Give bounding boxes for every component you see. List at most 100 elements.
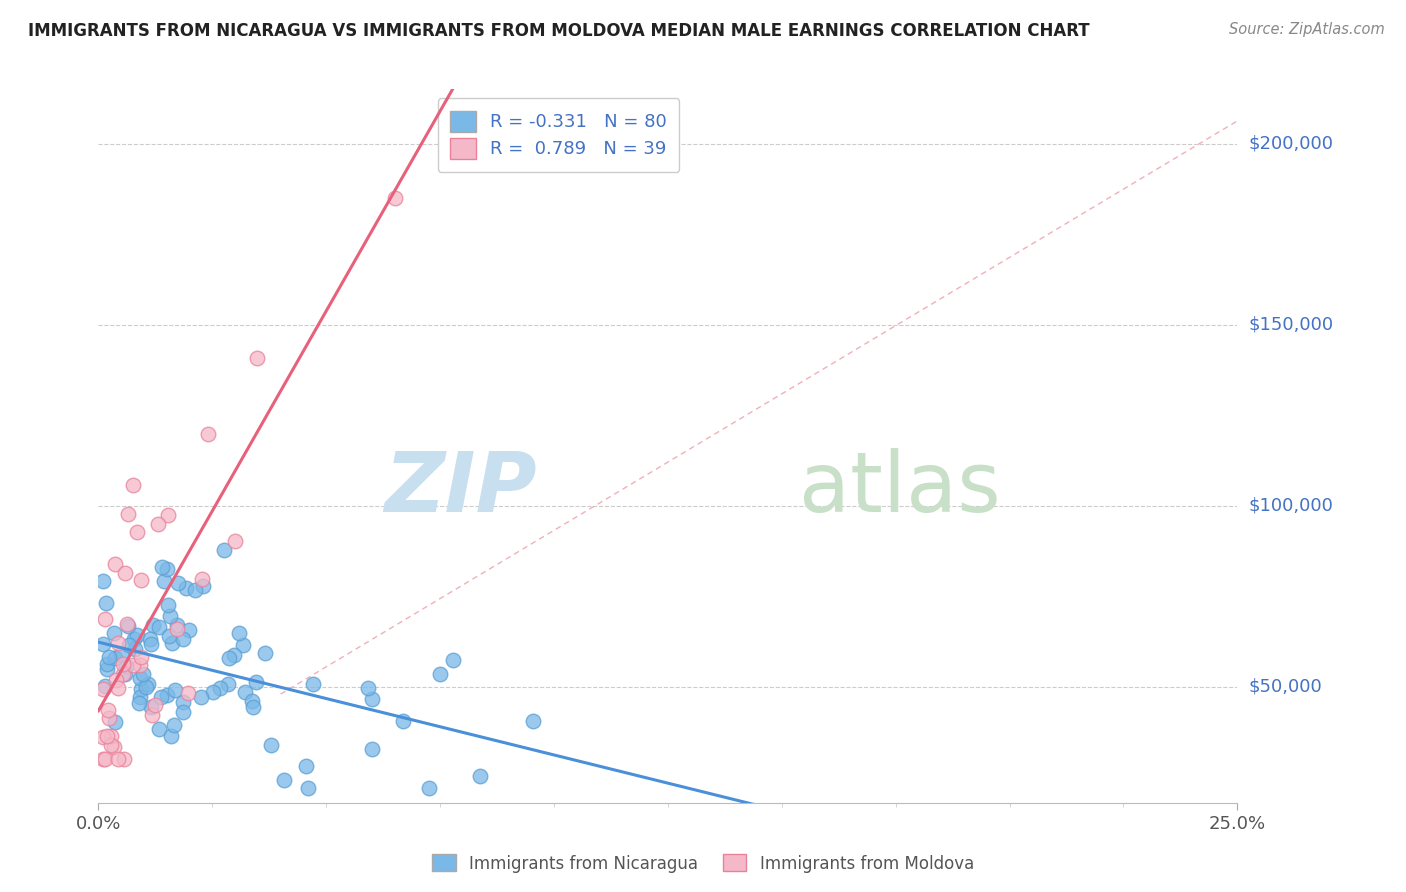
Point (97, 703, 120, 717)
Text: $200,000: $200,000 (1249, 135, 1333, 153)
Text: $150,000: $150,000 (1249, 316, 1333, 334)
Point (233, 685, 256, 699)
Point (135, 680, 157, 694)
Point (93, 679, 115, 693)
Point (110, 647, 132, 661)
Text: atlas: atlas (799, 449, 1001, 529)
Point (172, 695, 194, 709)
Point (141, 700, 163, 714)
Point (148, 620, 170, 634)
Point (232, 638, 254, 652)
Point (96, 657, 118, 671)
Text: $100,000: $100,000 (1249, 497, 1333, 515)
Point (132, 666, 155, 681)
Point (392, 714, 415, 728)
Point (104, 714, 127, 729)
Point (157, 629, 180, 643)
Point (160, 730, 183, 744)
Point (112, 657, 135, 672)
Point (177, 686, 200, 700)
Point (96, 729, 118, 743)
Point (441, 653, 464, 667)
Point (129, 690, 152, 704)
Point (148, 722, 170, 736)
Point (91, 637, 114, 651)
Point (143, 698, 166, 712)
Point (197, 427, 219, 442)
Point (209, 681, 232, 695)
Point (166, 575, 188, 590)
Point (98, 649, 121, 664)
Point (136, 677, 159, 691)
Point (94, 752, 117, 766)
Point (94, 612, 117, 626)
Point (118, 638, 141, 652)
Point (172, 632, 194, 646)
Point (129, 649, 152, 664)
Point (222, 648, 245, 662)
Point (214, 542, 236, 557)
Point (302, 676, 325, 690)
Point (245, 674, 267, 689)
Point (240, 694, 263, 708)
Point (129, 671, 152, 685)
Point (218, 651, 240, 665)
Point (156, 508, 179, 522)
Point (273, 773, 295, 788)
Point (184, 582, 207, 597)
Point (124, 641, 146, 656)
Point (162, 636, 184, 650)
Text: $50,000: $50,000 (1249, 678, 1322, 696)
Point (217, 677, 239, 691)
Point (127, 525, 149, 540)
Point (100, 729, 122, 743)
Point (127, 628, 149, 642)
Point (104, 650, 127, 665)
Point (91, 574, 114, 588)
Point (165, 683, 187, 698)
Point (260, 739, 283, 753)
Point (522, 714, 544, 728)
Point (91, 730, 114, 744)
Point (104, 557, 127, 571)
Point (177, 623, 200, 637)
Point (191, 579, 214, 593)
Point (297, 781, 319, 796)
Point (91, 682, 114, 697)
Point (114, 659, 136, 673)
Point (228, 625, 250, 640)
Point (142, 617, 165, 632)
Point (91, 752, 114, 766)
Text: Source: ZipAtlas.com: Source: ZipAtlas.com (1229, 22, 1385, 37)
Point (121, 657, 143, 672)
Point (115, 616, 138, 631)
Point (117, 619, 139, 633)
Point (159, 609, 181, 624)
Point (107, 681, 129, 695)
Point (190, 690, 212, 705)
Point (128, 657, 150, 672)
Point (201, 685, 224, 699)
Point (103, 739, 125, 754)
Point (294, 758, 316, 772)
Point (418, 781, 440, 796)
Point (224, 534, 246, 549)
Point (254, 647, 277, 661)
Point (246, 351, 269, 365)
Legend: R = -0.331   N = 80, R =  0.789   N = 39: R = -0.331 N = 80, R = 0.789 N = 39 (437, 98, 679, 171)
Legend: Immigrants from Nicaragua, Immigrants from Moldova: Immigrants from Nicaragua, Immigrants fr… (426, 847, 980, 880)
Point (361, 742, 384, 756)
Point (141, 708, 163, 723)
Point (357, 681, 380, 695)
Point (176, 581, 198, 595)
Point (103, 626, 125, 640)
Point (190, 572, 212, 586)
Point (122, 478, 145, 492)
Point (166, 617, 188, 632)
Point (98, 711, 121, 725)
Point (468, 769, 491, 783)
Point (96, 596, 118, 610)
Point (242, 699, 264, 714)
Point (157, 599, 180, 613)
Point (114, 667, 136, 681)
